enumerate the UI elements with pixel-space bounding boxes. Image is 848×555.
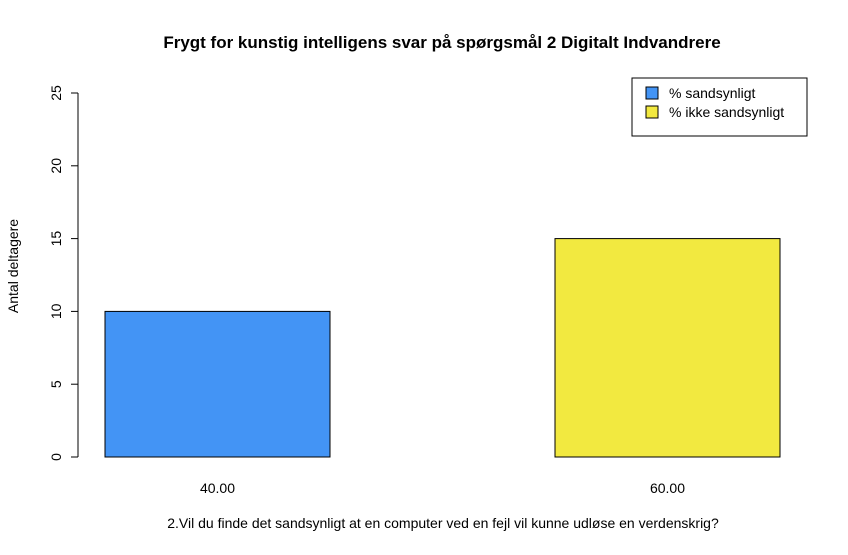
y-tick-label: 20 [48, 158, 64, 174]
bar-40.00 [104, 310, 331, 458]
legend-box [631, 77, 808, 137]
x-axis-label: 2.Vil du finde det sandsynligt at en com… [167, 515, 719, 531]
y-tick-label: 25 [48, 85, 64, 101]
y-tick-label: 10 [48, 303, 64, 319]
legend-swatch [645, 105, 659, 119]
y-tick-label: 15 [48, 231, 64, 247]
y-axis: 0 5 10 15 20 25 [48, 85, 79, 461]
legend-swatch [645, 86, 659, 100]
legend-label: % sandsynligt [669, 85, 755, 101]
y-tick-label: 0 [48, 453, 64, 461]
x-tick-labels: 40.00 60.00 [200, 480, 685, 496]
x-tick-label: 40.00 [200, 480, 235, 496]
x-tick-label: 60.00 [650, 480, 685, 496]
y-axis-label: Antal deltagere [5, 219, 21, 313]
bar-60.00 [554, 238, 781, 458]
chart-title: Frygt for kunstig intelligens svar på sp… [163, 33, 720, 52]
bars [104, 238, 781, 458]
legend-label: % ikke sandsynligt [669, 104, 784, 120]
legend: % sandsynligt % ikke sandsynligt [631, 77, 808, 137]
y-tick-label: 5 [48, 380, 64, 388]
